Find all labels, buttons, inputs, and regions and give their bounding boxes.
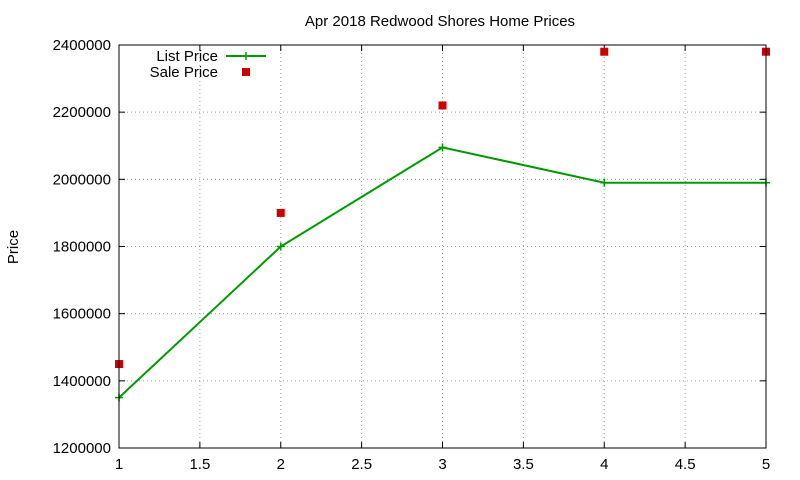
plot-frame (118, 44, 767, 449)
x-tick-label: 1 (115, 456, 123, 473)
series-layer (115, 47, 770, 402)
x-tick-label: 4 (600, 456, 608, 473)
sale-price-point (600, 47, 609, 56)
sale-price-point (438, 101, 447, 110)
tick-layer: 1 1.5 2 2.5 3 3.5 4 4.5 5 1200000 1400000 1600000 18… (53, 37, 771, 473)
legend-marker-sale-price (242, 68, 250, 76)
y-tick-label: 1600000 (53, 306, 111, 323)
x-tick-label: 3 (438, 456, 446, 473)
x-tick-label: 5 (762, 456, 770, 473)
legend-label-sale-price: Sale Price (150, 64, 218, 81)
list-price-point (276, 242, 285, 251)
y-tick-label: 2000000 (53, 171, 111, 188)
series-list-price (115, 143, 770, 402)
series-sale-price (115, 47, 770, 369)
y-tick-label: 1800000 (53, 239, 111, 256)
sale-price-point (276, 208, 285, 217)
list-price-point (438, 143, 447, 152)
x-tick-label: 2 (277, 456, 285, 473)
y-tick-label: 1200000 (53, 440, 111, 457)
y-tick-label: 2400000 (53, 37, 111, 54)
x-tick-label: 1.5 (189, 456, 210, 473)
list-price-line (118, 146, 766, 399)
x-tick-label: 4.5 (675, 456, 696, 473)
legend-label-list-price: List Price (156, 48, 218, 65)
y-axis-label: Price (5, 230, 22, 264)
x-tick-label: 2.5 (351, 456, 372, 473)
x-tick-label: 3.5 (513, 456, 534, 473)
chart-title: Apr 2018 Redwood Shores Home Prices (305, 13, 575, 30)
y-tick-label: 2200000 (53, 104, 111, 121)
list-price-point (600, 178, 609, 187)
legend-marker-list-price (242, 52, 250, 60)
y-tick-label: 1400000 (53, 373, 111, 390)
